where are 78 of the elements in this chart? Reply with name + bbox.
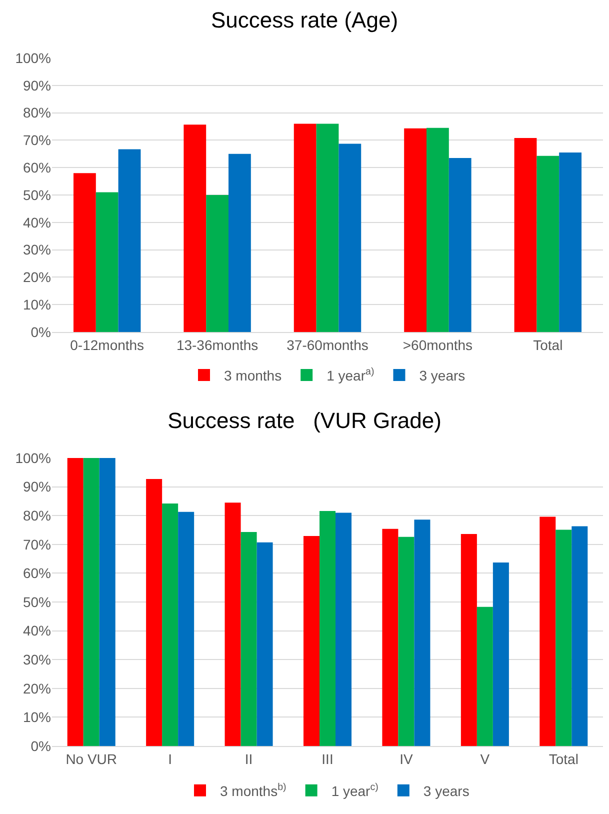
y-tick-label: 30% [22,652,51,668]
y-tick-label: 10% [22,709,51,726]
x-tick-label: II [244,750,253,767]
bar [336,512,352,746]
bar [414,520,430,746]
bar [320,510,336,746]
bar [572,526,588,746]
y-tick-label: 80% [22,104,51,121]
bar [514,138,537,332]
bar [476,606,493,746]
bar [240,532,257,746]
y-tick-label: 10% [22,296,51,312]
bar [206,195,228,332]
bar [96,192,118,332]
y-tick-label: 30% [22,242,51,258]
bar [398,536,414,746]
y-tick-label: 60% [22,160,51,176]
legend-label: 1 year$^{c)}$ [331,782,378,799]
x-tick-label: 0-12months [70,336,144,353]
y-tick-label: 0% [30,324,51,340]
y-tick-label: 60% [22,565,51,582]
bar [536,156,560,332]
y-tick-label: 90% [22,478,51,495]
y-tick-label: 70% [22,132,51,148]
y-tick-label: 0% [30,738,51,754]
legend-label: 3 years [419,367,466,384]
bar [178,512,194,746]
y-tick-label: 50% [22,594,51,610]
bar [184,124,206,332]
bar [256,542,273,746]
y-tick-label: 20% [22,680,51,696]
bar [303,536,320,746]
bar [146,479,162,746]
x-tick-label: No VUR [66,750,118,767]
y-tick-label: 20% [22,269,51,286]
bar [338,144,362,332]
x-tick-label: IV [400,750,414,767]
x-tick-label: I [168,750,172,767]
bar [404,128,426,332]
bar [228,154,251,332]
y-tick-label: 40% [22,214,51,230]
x-tick-label: Total [548,750,578,767]
legend-label: 3 years [423,782,470,799]
x-tick-label: Total [533,336,563,353]
bar [559,152,582,332]
x-tick-label: V [480,750,490,767]
y-tick-label: 40% [22,622,51,639]
bar [426,128,449,332]
bar [460,534,477,746]
bar [118,149,141,332]
bar [99,458,116,746]
x-tick-label: 37-60months [286,336,368,353]
y-tick-label: 100% [15,50,51,66]
bar [294,124,316,332]
x-tick-label: III [322,750,334,767]
bar [382,528,398,746]
y-tick-label: 90% [22,77,51,94]
bar [540,516,556,746]
bar [448,158,472,332]
y-tick-label: 100% [15,450,51,466]
chart-title: Success rate (VUR Grade) [168,408,442,433]
bar [316,124,339,332]
y-tick-label: 70% [22,536,51,552]
bar [492,562,509,746]
y-tick-label: 50% [22,186,51,203]
bar [224,502,241,746]
x-tick-label: >60months [402,336,473,353]
chart-title: Success rate (Age) [210,7,398,32]
bar [556,530,572,746]
bar [162,504,178,746]
bar [67,458,84,746]
legend-label: 3 months$^{b)}$ [220,782,286,799]
x-tick-label: 13-36months [176,336,258,353]
y-tick-label: 80% [22,508,51,524]
bar [73,173,96,332]
legend-label: 3 months [224,367,282,384]
bar [83,458,100,746]
legend-label: 1 year$^{a)}$ [326,366,374,384]
